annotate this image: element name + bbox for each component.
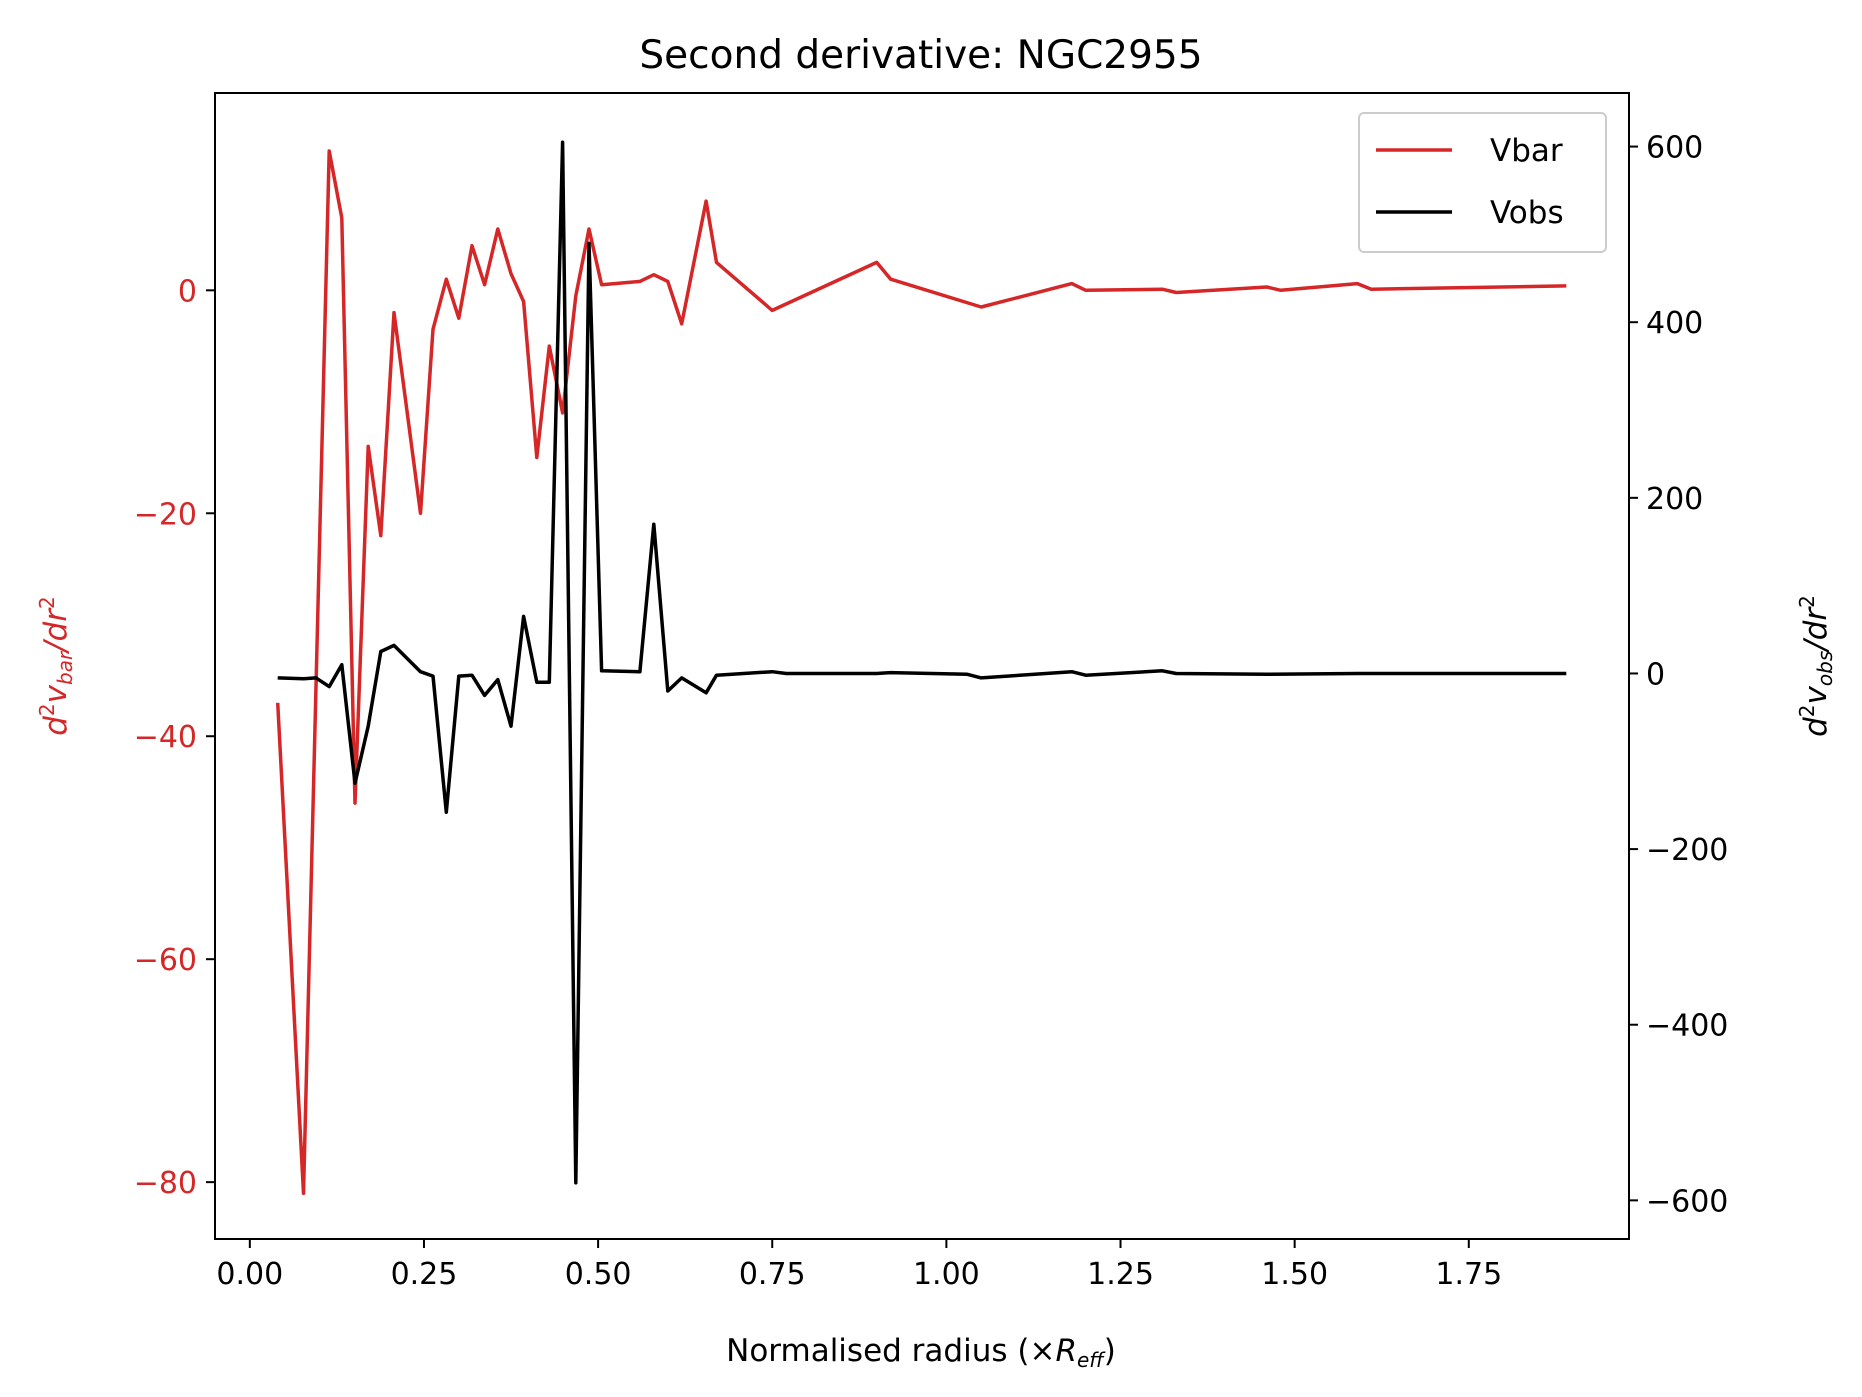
y-right-tick-label: 400 [1646, 306, 1703, 341]
series-layer [275, 140, 1567, 1196]
y-left-tick-label: −80 [134, 1166, 197, 1201]
x-tick-label: 0.00 [216, 1257, 283, 1292]
legend-label-vobs: Vobs [1490, 195, 1564, 231]
plot-frame [214, 92, 1630, 1240]
y-axis-left: 0 −20 −40 −60 −80 [134, 274, 215, 1201]
y-left-tick-label: 0 [178, 274, 197, 309]
x-axis-label: Normalised radius (×Reff) [726, 1333, 1116, 1372]
legend-label-vbar: Vbar [1490, 133, 1563, 169]
legend-box [1358, 112, 1607, 253]
y-axis-right: 600 400 200 0 −200 −400 −600 [1629, 131, 1728, 1219]
x-axis: 0.00 0.25 0.50 0.75 1.00 1.25 1.50 1.75 [216, 1239, 1502, 1292]
y-left-tick-label: −20 [134, 497, 197, 532]
y-axis-right-label: d2vobs/dr2 [1795, 595, 1837, 737]
x-tick-label: 0.75 [739, 1257, 806, 1292]
y-left-tick-label: −60 [134, 943, 197, 978]
y-right-tick-label: 600 [1646, 131, 1703, 166]
y-right-tick-label: −400 [1646, 1009, 1728, 1044]
y-axis-left-label: d2vbar/dr2 [35, 596, 77, 736]
chart-title: Second derivative: NGC2955 [639, 33, 1202, 78]
legend: Vbar Vobs [1358, 112, 1607, 253]
x-tick-label: 1.00 [913, 1257, 980, 1292]
x-tick-label: 0.50 [565, 1257, 632, 1292]
y-right-tick-label: −200 [1646, 833, 1728, 868]
y-left-tick-label: −40 [134, 720, 197, 755]
y-right-tick-label: −600 [1646, 1184, 1728, 1219]
x-tick-label: 1.25 [1087, 1257, 1154, 1292]
x-tick-label: 1.75 [1435, 1257, 1502, 1292]
x-tick-label: 0.25 [391, 1257, 458, 1292]
y-right-tick-label: 200 [1646, 482, 1703, 517]
series-line-vobs [277, 140, 1567, 1185]
series-line-vbar [275, 149, 1567, 1196]
plot-area [214, 92, 1630, 1240]
y-right-tick-label: 0 [1646, 657, 1665, 692]
x-tick-label: 1.50 [1261, 1257, 1328, 1292]
